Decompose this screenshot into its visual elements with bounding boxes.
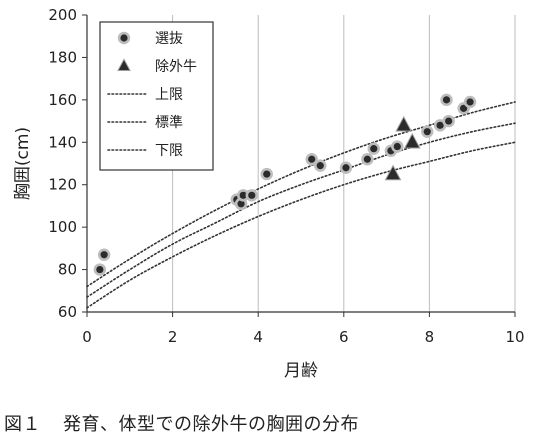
x-tick-label: 10: [505, 328, 524, 346]
y-tick-label: 140: [48, 133, 77, 151]
y-axis-title: 胸囲(cm): [13, 127, 33, 200]
point-選抜-core: [100, 251, 108, 259]
point-選抜: [305, 153, 318, 166]
x-tick-label: 0: [82, 328, 92, 346]
curve-標準: [86, 122, 516, 298]
point-選抜: [442, 114, 455, 128]
chart: 60 80 100 120 140 160 180 200 0 2 4 6 8 10 選抜除外牛上限標準下…: [13, 6, 525, 381]
y-tick-label: 100: [48, 218, 77, 236]
y-tick-label: 80: [58, 261, 77, 279]
legend-label: 上限: [155, 87, 183, 103]
y-tick-label: 120: [48, 176, 77, 194]
figure-number: 図１: [4, 414, 41, 435]
point-選抜-core: [96, 265, 104, 274]
curve-下限: [86, 141, 516, 309]
point-選抜-core: [460, 104, 468, 112]
x-tick-label: 2: [168, 328, 178, 346]
point-選抜: [93, 263, 107, 276]
point-選抜-core: [342, 164, 350, 172]
data-points: [93, 93, 477, 276]
point-選抜: [339, 161, 353, 174]
point-選抜-core: [466, 98, 474, 106]
legend-symbol-選抜: [117, 31, 131, 45]
point-選抜: [245, 189, 258, 202]
x-axis-title: 月齢: [284, 361, 318, 381]
point-選抜-core: [263, 170, 271, 178]
legend-label: 除外牛: [155, 59, 197, 75]
y-tick-label: 160: [48, 91, 77, 109]
point-選抜: [440, 93, 453, 107]
point-選抜: [361, 153, 374, 166]
point-選抜: [260, 167, 273, 181]
legend-box: [99, 21, 214, 171]
x-tick-label: 6: [339, 328, 349, 346]
point-選抜-core: [445, 117, 453, 125]
point-選抜-core: [237, 200, 245, 208]
legend-label: 選抜: [155, 31, 183, 47]
point-選抜-core: [363, 155, 371, 163]
point-選抜-core: [239, 191, 247, 199]
legend-label: 下限: [155, 143, 183, 159]
axes: 60 80 100 120 140 160 180 200 0 2 4 6 8 10: [48, 6, 524, 346]
point-除外牛: [403, 132, 421, 149]
point-選抜: [391, 140, 404, 153]
point-選抜: [97, 248, 111, 261]
point-選抜-core: [308, 155, 316, 163]
point-除外牛: [384, 164, 402, 181]
point-選抜-core: [442, 96, 451, 104]
figure-caption: 図１ 発育、体型での除外牛の胸囲の分布: [4, 410, 359, 436]
legend-label: 標準: [155, 115, 183, 131]
point-選抜: [421, 125, 434, 138]
point-選抜-core: [370, 145, 378, 153]
point-選抜-core: [423, 128, 431, 136]
point-選抜-core: [393, 142, 401, 151]
point-選抜-core: [248, 191, 256, 199]
y-tick-label: 180: [48, 48, 77, 66]
point-選抜: [463, 95, 477, 109]
figure-caption-text: 発育、体型での除外牛の胸囲の分布: [63, 414, 359, 435]
y-tick-label: 60: [58, 303, 77, 321]
x-tick-label: 4: [253, 328, 263, 346]
y-tick-label: 200: [48, 6, 77, 24]
point-選抜: [314, 159, 327, 172]
point-選抜-core: [436, 121, 444, 129]
x-tick-label: 8: [425, 328, 435, 346]
legend-symbol-除外牛: [117, 58, 131, 72]
point-除外牛: [395, 115, 413, 132]
legend-symbol-選抜-core: [120, 34, 128, 42]
point-選抜: [367, 142, 380, 155]
point-選抜-core: [316, 162, 324, 170]
point-選抜: [237, 189, 250, 202]
